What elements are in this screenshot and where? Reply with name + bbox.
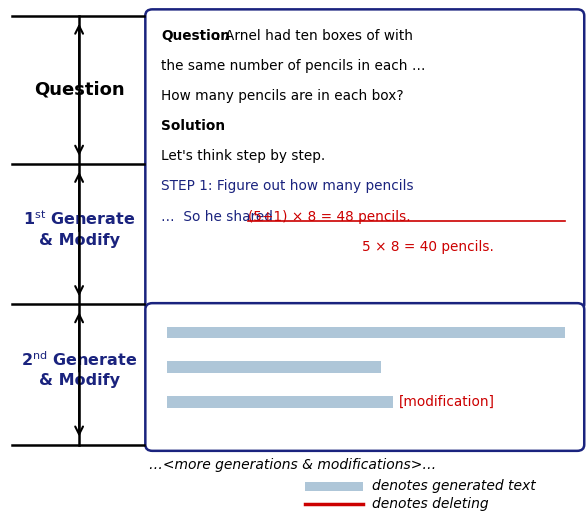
Text: 2$^{\mathrm{nd}}$ Generate
& Modify: 2$^{\mathrm{nd}}$ Generate & Modify [21,350,137,388]
Text: …  So he shared: … So he shared [161,210,277,224]
Text: 5 × 8 = 40 pencils.: 5 × 8 = 40 pencils. [362,240,494,254]
Text: STEP 1: Figure out how many pencils: STEP 1: Figure out how many pencils [161,179,414,193]
Text: denotes deleting: denotes deleting [372,498,489,511]
Bar [305,482,363,491]
Text: (5+1) × 8 = 48 pencils.: (5+1) × 8 = 48 pencils. [248,210,411,224]
Text: 1$^{\mathrm{st}}$ Generate
& Modify: 1$^{\mathrm{st}}$ Generate & Modify [23,210,135,248]
Text: [modification]: [modification] [398,395,495,409]
Text: denotes generated text: denotes generated text [372,479,536,493]
Text: Solution: Solution [161,119,225,133]
Text: …<more generations & modifications>…: …<more generations & modifications>… [149,459,437,472]
FancyBboxPatch shape [145,9,584,310]
Bar [167,327,565,338]
Text: : Arnel had ten boxes of with: : Arnel had ten boxes of with [216,29,413,43]
Text: the same number of pencils in each …: the same number of pencils in each … [161,59,425,73]
Text: Let's think step by step.: Let's think step by step. [161,149,325,163]
Text: How many pencils are in each box?: How many pencils are in each box? [161,89,404,103]
Text: :: : [209,119,214,133]
FancyBboxPatch shape [145,303,584,451]
Bar [167,361,381,373]
Text: Question: Question [34,81,124,99]
Bar [167,396,393,408]
Text: Question: Question [161,29,230,43]
